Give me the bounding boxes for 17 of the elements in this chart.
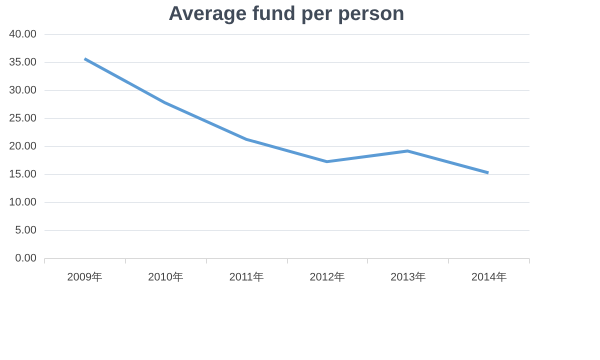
x-tick-label: 2009年: [67, 272, 103, 284]
x-tick-label: 2012年: [310, 272, 346, 284]
y-tick-label: 35.00: [8, 56, 36, 68]
y-tick-label: 5.00: [15, 224, 36, 236]
y-tick-label: 15.00: [8, 168, 36, 180]
chart-title: Average fund per person: [168, 3, 404, 25]
y-tick-label: 40.00: [8, 28, 36, 40]
y-tick-label: 10.00: [8, 196, 36, 208]
x-tick-label: 2013年: [390, 272, 426, 284]
line-series: [82, 57, 490, 174]
y-tick-label: 30.00: [8, 84, 36, 96]
y-tick-label: 25.00: [8, 112, 36, 124]
y-tick-label: 20.00: [8, 140, 36, 152]
y-tick-label: 0.00: [15, 252, 36, 264]
x-tick-label: 2014年: [471, 272, 507, 284]
x-tick-label: 2011年: [229, 272, 264, 284]
x-tick-label: 2010年: [148, 272, 184, 284]
